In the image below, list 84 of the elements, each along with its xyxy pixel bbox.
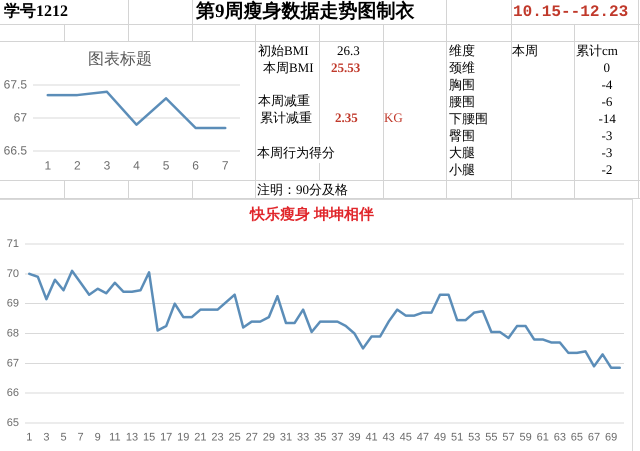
x-tick-label: 63 — [554, 432, 566, 444]
x-tick-label: 3 — [104, 158, 111, 173]
text: 大腿 — [449, 145, 475, 161]
text: -4 — [602, 77, 612, 93]
x-tick-label: 65 — [570, 432, 584, 444]
y-tick-label: 65 — [6, 417, 19, 430]
text: 颈维 — [449, 60, 475, 76]
x-tick-label: 61 — [536, 432, 549, 444]
x-tick-label: 7 — [78, 432, 84, 444]
x-tick-label: 57 — [502, 432, 515, 444]
text: 初始BMI — [258, 43, 309, 59]
x-tick-label: 5 — [162, 158, 170, 173]
x-tick-label: 69 — [605, 432, 618, 444]
text: 0 — [604, 60, 610, 76]
text: 本周 — [512, 43, 538, 59]
y-tick-label: 70 — [6, 268, 19, 280]
x-tick-label: 15 — [142, 432, 156, 444]
x-tick-label: 9 — [94, 432, 101, 444]
text: -2 — [602, 162, 612, 178]
x-tick-label: 31 — [280, 432, 292, 444]
x-tick-label: 27 — [246, 432, 258, 444]
y-tick-label: 67.5 — [4, 78, 28, 92]
text: 注明：90分及格 — [257, 182, 348, 198]
x-tick-label: 55 — [485, 432, 498, 444]
y-tick-label: 67 — [14, 110, 28, 124]
x-tick-label: 59 — [519, 432, 532, 444]
x-tick-label: 7 — [222, 158, 229, 173]
x-tick-label: 5 — [60, 432, 67, 444]
text: 学号1212 — [4, 2, 68, 22]
x-tick-label: 13 — [126, 432, 138, 444]
x-tick-label: 33 — [296, 432, 310, 444]
text: -6 — [602, 94, 612, 110]
x-tick-label: 23 — [211, 432, 224, 444]
text: 维度 — [449, 43, 475, 59]
text: 下腰围 — [449, 111, 488, 127]
x-tick-label: 67 — [588, 432, 600, 444]
x-tick-label: 19 — [177, 432, 190, 444]
text: 臀围 — [449, 128, 475, 144]
x-tick-label: 29 — [262, 432, 276, 444]
x-tick-label: 1 — [44, 158, 52, 173]
text: 腰围 — [449, 94, 475, 110]
x-tick-label: 21 — [194, 432, 207, 444]
x-tick-label: 37 — [331, 432, 344, 444]
text: KG — [384, 110, 403, 126]
text: 2.35 — [335, 110, 358, 126]
x-tick-label: 49 — [434, 432, 446, 444]
x-tick-label: 1 — [26, 432, 32, 444]
text: 累计减重 — [260, 110, 312, 126]
x-tick-label: 6 — [192, 158, 200, 173]
text: 10.15--12.23 — [513, 2, 628, 22]
x-tick-label: 53 — [468, 432, 480, 444]
chart-title: 图表标题 — [88, 50, 152, 68]
y-tick-label: 67 — [6, 357, 19, 370]
y-tick-label: 66 — [6, 387, 19, 400]
text: 25.53 — [331, 60, 360, 76]
x-tick-label: 11 — [109, 432, 121, 444]
x-tick-label: 41 — [365, 432, 378, 444]
text: -3 — [602, 128, 612, 144]
x-tick-label: 2 — [74, 158, 82, 173]
x-tick-label: 43 — [382, 432, 395, 444]
x-tick-label: 17 — [160, 432, 172, 444]
x-tick-label: 51 — [451, 432, 464, 444]
x-tick-label: 47 — [416, 432, 430, 444]
x-tick-label: 3 — [43, 432, 50, 444]
text: -3 — [602, 145, 612, 161]
text: 本周BMI — [263, 60, 314, 76]
text: 胸围 — [449, 77, 475, 93]
text: 本周行为得分 — [257, 145, 335, 161]
x-tick-label: 25 — [228, 432, 241, 444]
x-tick-label: 45 — [400, 432, 412, 444]
y-tick-label: 66.5 — [4, 143, 28, 158]
x-tick-label: 4 — [133, 158, 140, 173]
text: 本周减重 — [258, 93, 310, 109]
text: 26.3 — [337, 43, 360, 59]
y-tick-label: 69 — [6, 298, 19, 310]
x-tick-label: 39 — [348, 432, 361, 444]
text: 小腿 — [449, 162, 475, 178]
text: -14 — [598, 111, 616, 127]
text: 第9周瘦身数据走势图制衣 — [196, 1, 414, 23]
chart-title: 快乐瘦身 坤坤相伴 — [248, 205, 374, 224]
y-tick-label: 71 — [6, 238, 19, 250]
y-tick-label: 68 — [6, 328, 19, 340]
x-tick-label: 35 — [314, 432, 326, 444]
text: 累计cm — [576, 43, 618, 59]
